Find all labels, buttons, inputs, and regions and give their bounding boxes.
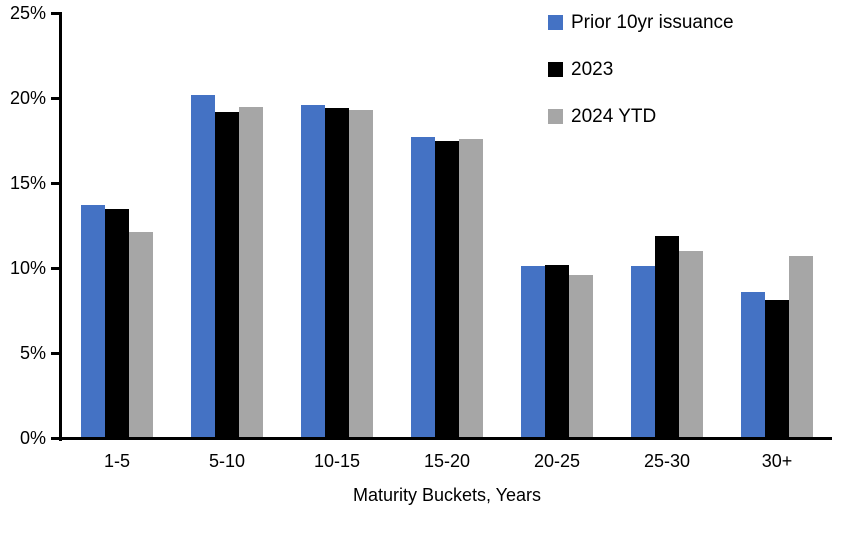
bar-2023-1-5 (105, 208, 129, 438)
bar-prior-10yr-issuance-25-30 (631, 266, 655, 438)
legend-swatch-icon (548, 62, 563, 77)
y-axis-tick-label: 20% (9, 88, 46, 108)
bar-prior-10yr-issuance-5-10 (191, 94, 215, 438)
y-axis-tick (51, 182, 62, 185)
bar-2024-ytd-15-20 (459, 138, 483, 438)
legend-item: 2023 (548, 59, 734, 80)
y-axis-tick-label: 0% (19, 428, 46, 448)
legend-item-label: Prior 10yr issuance (571, 12, 734, 33)
x-axis-line (59, 437, 832, 440)
bar-2023-25-30 (655, 235, 679, 438)
y-axis-tick (51, 97, 62, 100)
y-axis-tick-label: 10% (9, 258, 46, 278)
y-axis-tick-label: 15% (9, 173, 46, 193)
bar-2023-30+ (765, 300, 789, 438)
legend-item: Prior 10yr issuance (548, 12, 734, 33)
bar-2024-ytd-10-15 (349, 109, 373, 438)
x-axis-category-label: 1-5 (103, 451, 130, 471)
y-axis-tick-label: 5% (19, 343, 46, 363)
bar-2023-10-15 (325, 108, 349, 438)
x-axis-category-label: 25-30 (643, 451, 691, 471)
y-axis-tick (51, 267, 62, 270)
bar-prior-10yr-issuance-15-20 (411, 137, 435, 438)
bar-2024-ytd-1-5 (129, 232, 153, 438)
bar-prior-10yr-issuance-1-5 (81, 205, 105, 438)
bar-prior-10yr-issuance-20-25 (521, 266, 545, 438)
legend-item: 2024 YTD (548, 106, 734, 127)
y-axis-tick-label: 25% (9, 3, 46, 23)
y-axis-tick (51, 352, 62, 355)
x-axis-title: Maturity Buckets, Years (352, 485, 542, 505)
bar-2024-ytd-25-30 (679, 251, 703, 438)
bar-2024-ytd-5-10 (239, 106, 263, 438)
y-axis-tick (51, 437, 62, 440)
bar-prior-10yr-issuance-30+ (741, 291, 765, 438)
legend-swatch-icon (548, 15, 563, 30)
legend-swatch-icon (548, 109, 563, 124)
x-axis-category-label: 30+ (761, 451, 793, 471)
legend: Prior 10yr issuance 2023 2024 YTD (548, 12, 734, 153)
bar-2024-ytd-30+ (789, 256, 813, 438)
x-axis-category-label: 15-20 (423, 451, 471, 471)
bar-2024-ytd-20-25 (569, 274, 593, 438)
y-axis-line (59, 12, 62, 441)
x-axis-category-label: 5-10 (208, 451, 246, 471)
bar-2023-5-10 (215, 111, 239, 438)
y-axis-tick (51, 12, 62, 15)
x-axis-category-label: 10-15 (313, 451, 361, 471)
bar-2023-15-20 (435, 140, 459, 438)
x-axis-category-label: 20-25 (533, 451, 581, 471)
bar-prior-10yr-issuance-10-15 (301, 104, 325, 438)
legend-item-label: 2023 (571, 59, 614, 80)
legend-item-label: 2024 YTD (571, 106, 657, 127)
bar-2023-20-25 (545, 264, 569, 438)
